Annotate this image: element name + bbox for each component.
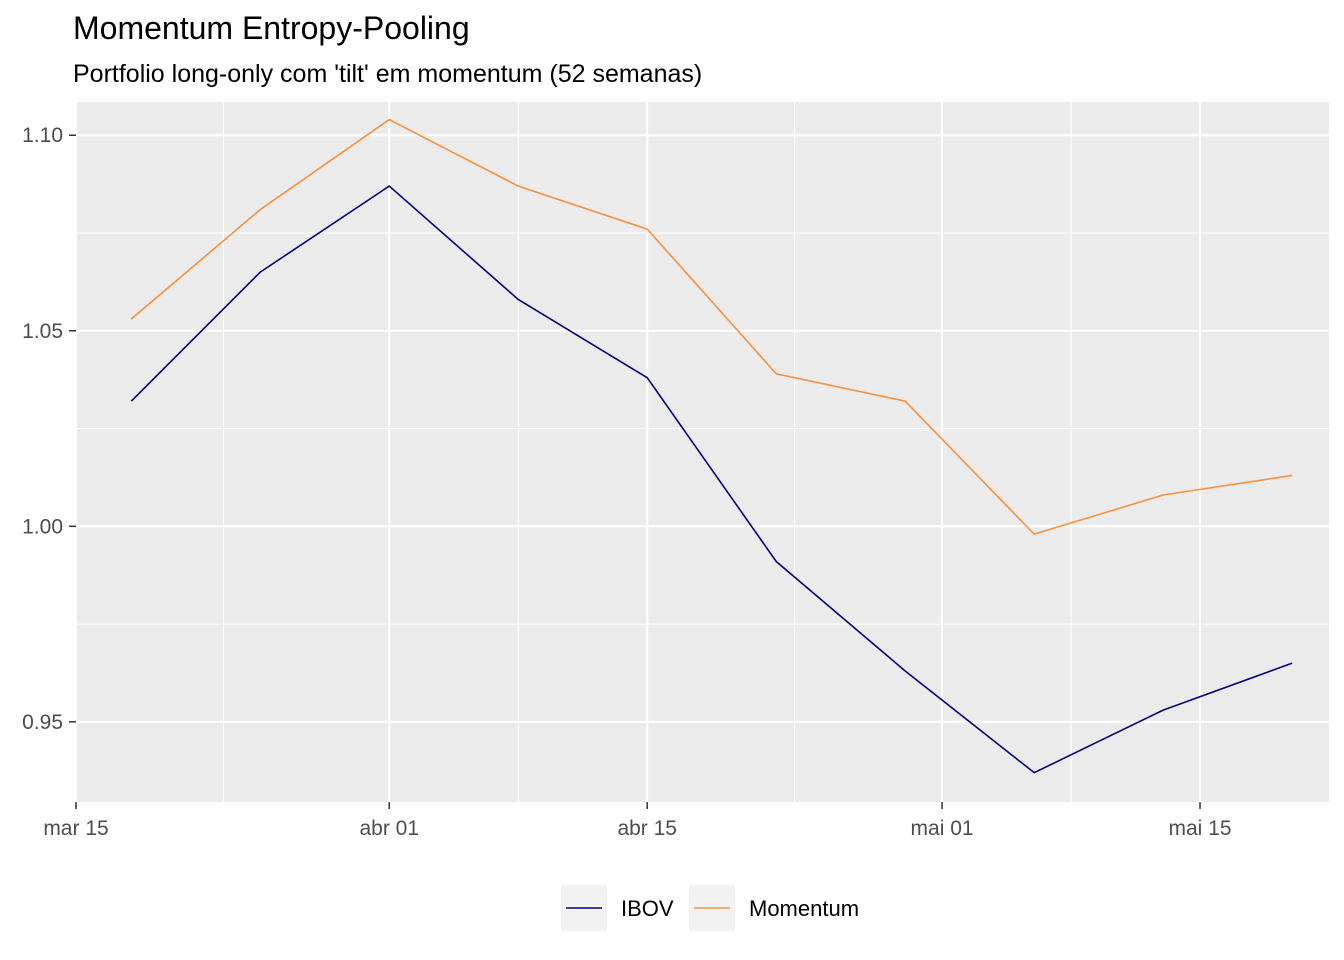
series-line-momentum	[130, 118, 1293, 535]
legend-label-ibov: IBOV	[621, 896, 674, 921]
y-tick-label: 1.10	[22, 124, 63, 147]
x-tick-label: mar 15	[43, 817, 108, 840]
series-line-ibov	[130, 185, 1293, 774]
legend-label-momentum: Momentum	[749, 896, 859, 921]
y-tick-label: 0.95	[22, 711, 63, 734]
axis-ticks	[69, 134, 1201, 809]
series-lines	[130, 118, 1293, 774]
y-tick-label: 1.00	[22, 515, 63, 538]
major-gridlines	[75, 102, 1329, 802]
x-tick-label: abr 15	[617, 817, 677, 840]
chart-title: Momentum Entropy-Pooling	[73, 10, 470, 46]
x-tick-label: mai 01	[911, 817, 974, 840]
x-tick-label: abr 01	[359, 817, 419, 840]
legend: IBOV Momentum	[561, 885, 859, 931]
plot-panel	[76, 102, 1329, 802]
x-tick-label: mai 15	[1168, 817, 1231, 840]
minor-gridlines	[76, 102, 1329, 802]
y-tick-label: 1.05	[22, 320, 63, 343]
axis-tick-labels: mar 15 abr 01 abr 15 mai 01 mai 15 0.95 1.00 1.…	[22, 124, 1231, 840]
chart-subtitle: Portfolio long-only com 'tilt' em moment…	[73, 60, 703, 88]
